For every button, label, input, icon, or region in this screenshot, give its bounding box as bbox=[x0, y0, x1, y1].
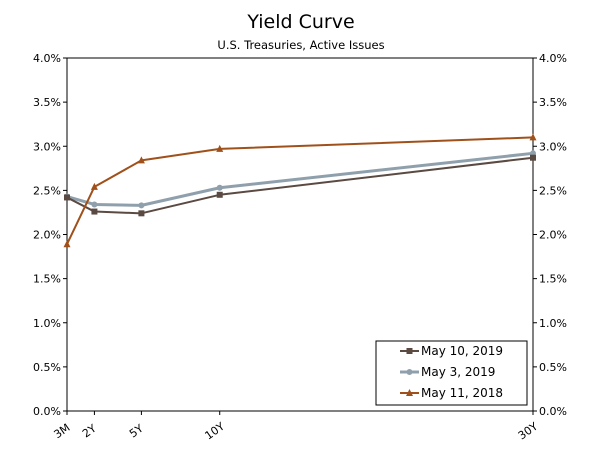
y-axis-left: 0.0% 0.5% 1.0% 1.5% 2.0% 2.5% 3.0% 3.5% 4.0% bbox=[33, 52, 67, 418]
x-tick-label: 10Y bbox=[203, 420, 228, 443]
data-point-marker bbox=[91, 201, 98, 208]
legend-label: May 11, 2018 bbox=[421, 386, 503, 400]
series-layer bbox=[63, 133, 537, 248]
data-point-marker bbox=[63, 240, 71, 248]
data-point-marker bbox=[91, 208, 98, 215]
y-tick-label-left: 4.0% bbox=[33, 52, 61, 65]
data-point-marker bbox=[216, 184, 223, 191]
chart-subtitle: U.S. Treasuries, Active Issues bbox=[217, 38, 384, 52]
data-point-marker bbox=[406, 389, 413, 396]
chart-title: Yield Curve bbox=[246, 11, 354, 33]
y-tick-label-left: 3.5% bbox=[33, 96, 61, 109]
data-point-marker bbox=[138, 202, 145, 209]
legend-label: May 3, 2019 bbox=[421, 365, 495, 379]
y-axis-right: 0.0% 0.5% 1.0% 1.5% 2.0% 2.5% 3.0% 3.5% 4.0% bbox=[533, 52, 567, 418]
legend: May 10, 2019 May 3, 2019 May 11, 2018 bbox=[375, 340, 528, 406]
legend-item: May 10, 2019 bbox=[400, 344, 503, 358]
y-tick-label-right: 1.5% bbox=[539, 273, 567, 286]
data-point-marker bbox=[216, 144, 224, 152]
x-tick-label: 30Y bbox=[516, 420, 541, 443]
y-tick-label-left: 3.0% bbox=[33, 140, 61, 153]
y-tick-label-left: 0.5% bbox=[33, 361, 61, 374]
legend-item: May 11, 2018 bbox=[400, 386, 503, 400]
x-tick-label: 2Y bbox=[80, 422, 99, 441]
y-tick-label-right: 1.0% bbox=[539, 317, 567, 330]
series-line bbox=[66, 136, 534, 245]
y-tick-label-right: 3.0% bbox=[539, 140, 567, 153]
series-1 bbox=[64, 150, 536, 209]
y-tick-label-right: 0.5% bbox=[539, 361, 567, 374]
y-tick-label-right: 0.0% bbox=[539, 405, 567, 418]
y-tick-label-left: 1.0% bbox=[33, 317, 61, 330]
series-2 bbox=[63, 133, 537, 248]
series-line bbox=[66, 151, 534, 207]
y-tick-label-right: 2.5% bbox=[539, 184, 567, 197]
y-tick-label-left: 0.0% bbox=[33, 405, 61, 418]
data-point-marker bbox=[406, 369, 413, 375]
x-tick-label: 5Y bbox=[127, 422, 146, 441]
data-point-marker bbox=[64, 194, 70, 201]
y-tick-label-right: 2.0% bbox=[539, 229, 567, 242]
data-point-marker bbox=[216, 191, 223, 198]
y-tick-label-left: 1.5% bbox=[33, 273, 61, 286]
x-axis: 3M 2Y 5Y 10Y 30Y bbox=[52, 411, 541, 443]
x-tick-label: 3M bbox=[52, 421, 73, 441]
data-point-marker bbox=[137, 156, 145, 164]
data-point-marker bbox=[529, 133, 537, 141]
data-point-marker bbox=[138, 210, 145, 217]
y-tick-label-left: 2.5% bbox=[33, 184, 61, 197]
y-tick-label-left: 2.0% bbox=[33, 229, 61, 242]
y-tick-label-right: 3.5% bbox=[539, 96, 567, 109]
data-point-marker bbox=[90, 182, 98, 190]
y-tick-label-right: 4.0% bbox=[539, 52, 567, 65]
legend-item: May 3, 2019 bbox=[400, 365, 495, 379]
legend-label: May 10, 2019 bbox=[421, 344, 503, 358]
data-point-marker bbox=[406, 348, 413, 354]
data-point-marker bbox=[530, 154, 536, 161]
